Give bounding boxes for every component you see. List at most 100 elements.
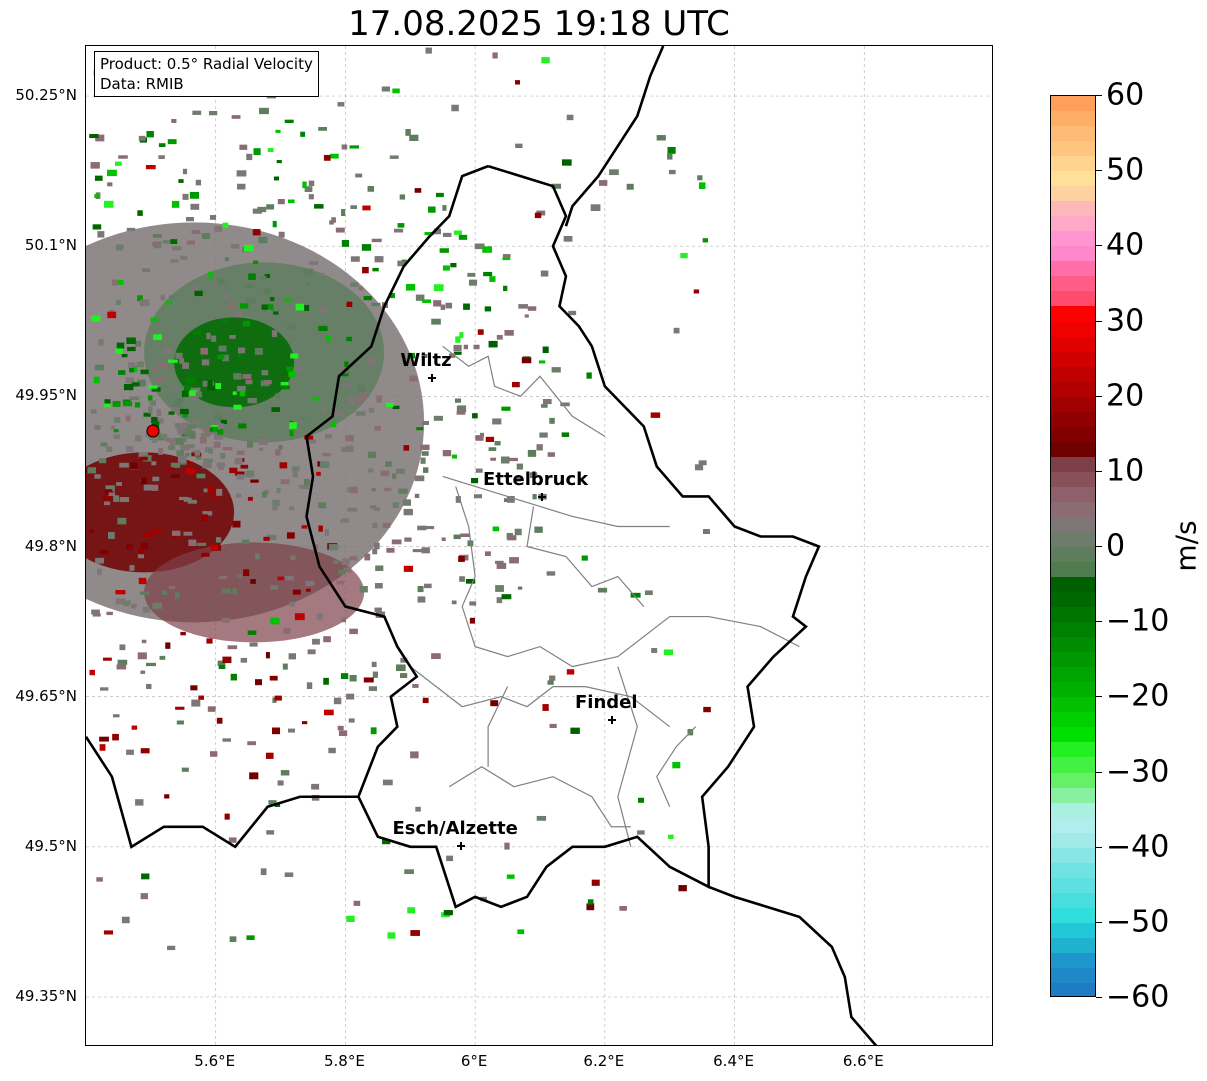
echo-cell (347, 397, 355, 405)
echo-cell (217, 423, 224, 429)
echo-cell (210, 751, 218, 757)
echo-cell (459, 332, 464, 339)
echo-cell (170, 438, 177, 443)
echo-cell (289, 506, 295, 511)
colorbar-segment (1051, 381, 1095, 398)
echo-cell (566, 114, 574, 121)
echo-cell (275, 449, 281, 456)
city-label: Wiltz (400, 350, 452, 372)
city-marker-icon (457, 841, 466, 850)
echo-cell (316, 613, 324, 620)
echo-cell (450, 262, 457, 268)
echo-cell (451, 454, 458, 459)
echo-cell (187, 424, 197, 429)
city-label: Esch/Alzette (392, 817, 518, 839)
echo-cell (236, 474, 245, 480)
echo-cell (126, 544, 133, 550)
echo-cell (182, 413, 188, 418)
echo-cell (349, 145, 360, 149)
echo-cell (435, 192, 444, 198)
echo-cell (465, 578, 476, 584)
echo-cell (172, 530, 181, 536)
echo-cell (221, 406, 230, 412)
echo-cell (286, 532, 295, 539)
echo-cell (94, 175, 103, 181)
echo-cell (587, 899, 594, 905)
echo-cell (501, 406, 511, 411)
colorbar-segment (1051, 817, 1095, 834)
velocity-colorbar (1050, 95, 1096, 997)
echo-cell (114, 161, 122, 166)
map-canvas (86, 46, 992, 1045)
echo-cell (272, 220, 277, 228)
echo-cell (651, 648, 658, 653)
echo-cell (317, 319, 322, 325)
echo-cell (424, 232, 434, 236)
echo-cell (161, 433, 168, 439)
echo-cell (134, 402, 141, 408)
echo-cell (111, 279, 119, 286)
echo-cell (329, 220, 334, 225)
echo-cell (202, 462, 212, 469)
echo-cell (252, 229, 261, 236)
colorbar-tick-mark (1096, 95, 1102, 96)
echo-cell (542, 399, 552, 405)
echo-cell (167, 139, 177, 145)
echo-cell (198, 695, 205, 700)
radar-map[interactable] (85, 45, 993, 1046)
echo-cell (374, 426, 381, 431)
colorbar-tick-mark (1096, 470, 1102, 472)
echo-cell (221, 318, 227, 323)
echo-cell (475, 435, 484, 441)
colorbar-segment (1051, 652, 1095, 668)
echo-cell (455, 336, 461, 343)
colorbar-segment (1051, 607, 1095, 623)
echo-cell (541, 404, 548, 408)
echo-cell (167, 445, 176, 450)
echo-cell (504, 330, 514, 336)
echo-cell (304, 186, 313, 192)
echo-cell (195, 179, 202, 186)
echo-cell (102, 496, 112, 501)
echo-cell (147, 395, 153, 401)
echo-cell (343, 383, 352, 388)
echo-cell (258, 438, 268, 445)
echo-cell (270, 585, 279, 590)
colorbar-segment (1051, 577, 1095, 593)
echo-cell (126, 749, 134, 755)
echo-cell (549, 723, 557, 729)
echo-cell (297, 367, 306, 372)
echo-cell (318, 325, 328, 332)
echo-cell (107, 532, 115, 539)
echo-cell (403, 508, 413, 516)
lat-tick-label: 49.35°N (15, 986, 77, 1005)
echo-cell (274, 435, 281, 441)
city-marker-icon (537, 493, 546, 502)
echo-cell (414, 493, 420, 499)
echo-cell (484, 551, 491, 557)
colorbar-segment (1051, 141, 1095, 157)
echo-cell (137, 548, 145, 555)
echo-cell (312, 397, 320, 401)
echo-cell (187, 499, 197, 504)
echo-cell (507, 535, 517, 541)
echo-cell (300, 131, 306, 137)
echo-cell (259, 275, 267, 280)
echo-cell (228, 837, 237, 843)
echo-cell (263, 536, 270, 541)
echo-cell (227, 302, 234, 309)
echo-cell (280, 381, 289, 388)
echo-cell (650, 412, 661, 418)
echo-cell (286, 324, 295, 330)
echo-cell (311, 783, 320, 790)
echo-cell (182, 168, 188, 175)
echo-cell (308, 261, 319, 265)
canton-boundary (448, 766, 631, 828)
echo-cell (213, 414, 223, 421)
echo-cell (104, 403, 111, 408)
echo-cell (372, 671, 378, 678)
echo-cell (137, 551, 145, 559)
echo-cell (138, 577, 147, 585)
echo-cell (422, 697, 429, 704)
echo-cell (190, 203, 200, 210)
